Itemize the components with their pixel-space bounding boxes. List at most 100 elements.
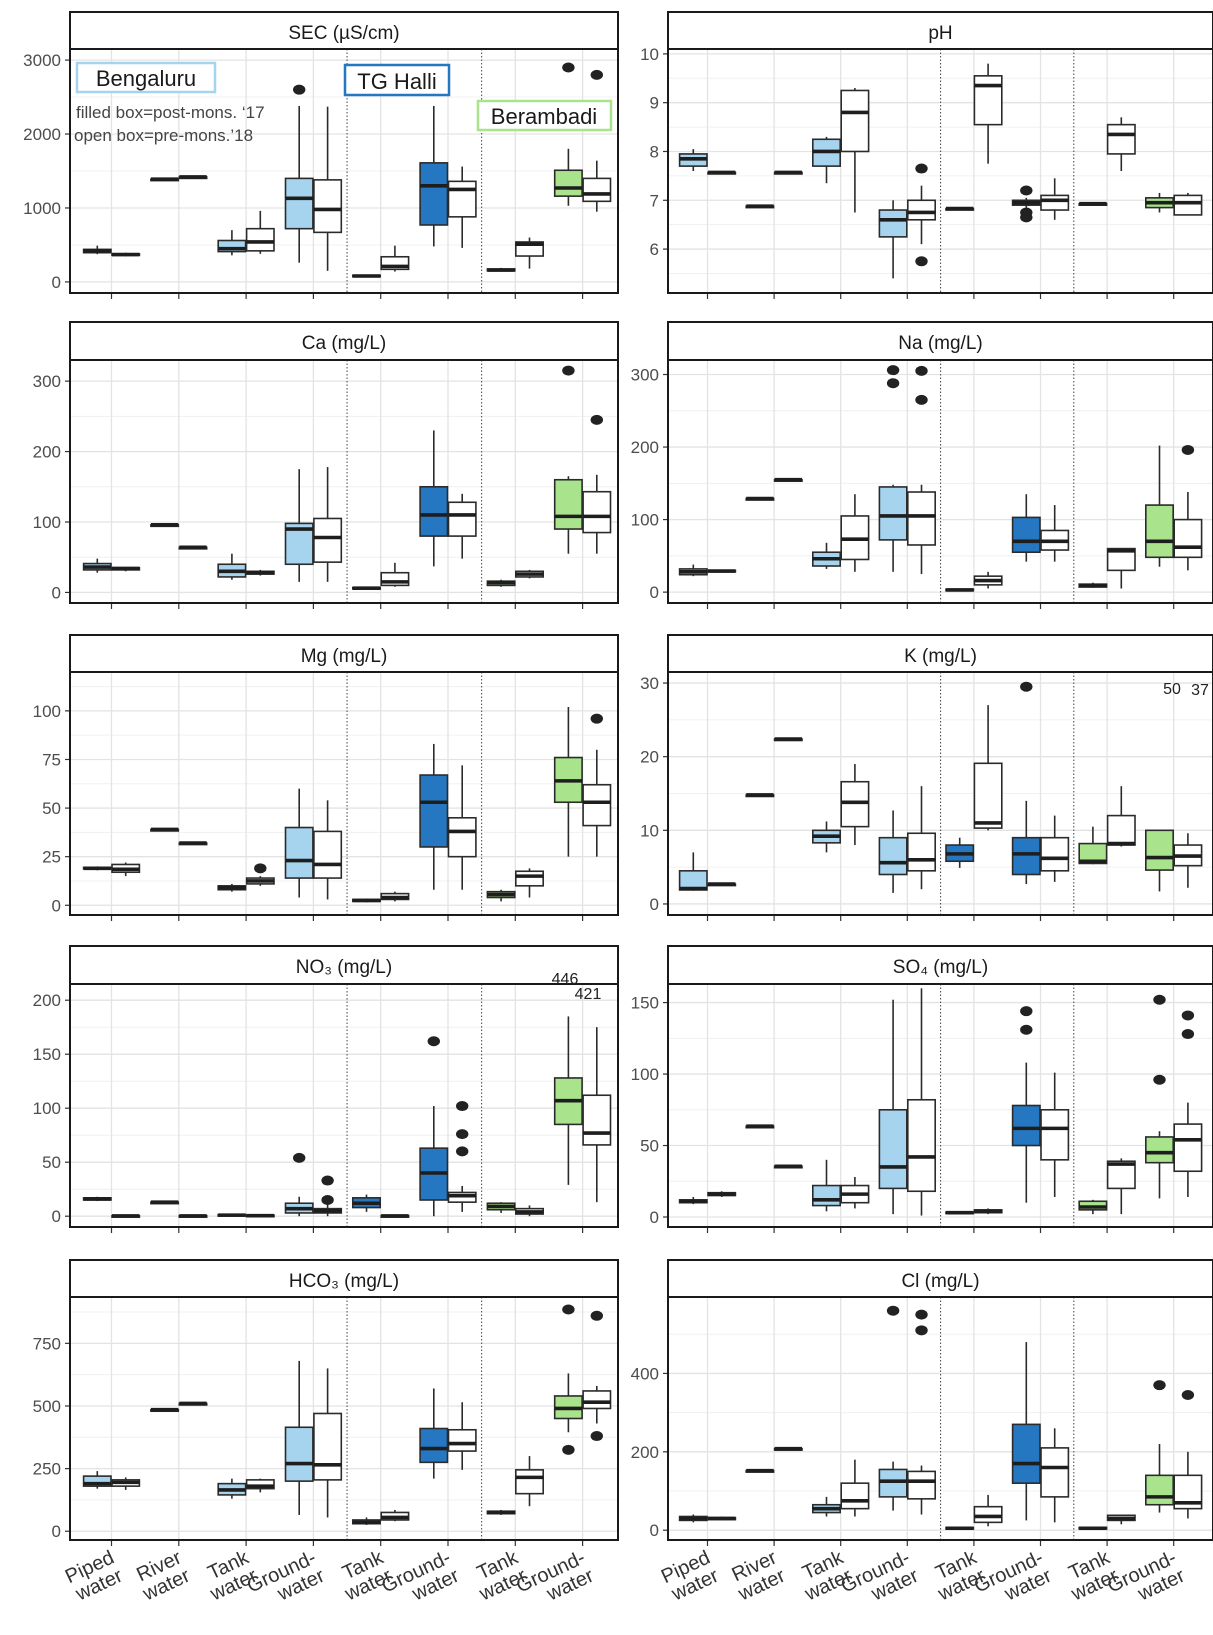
y-tick-label: 2000	[23, 125, 61, 144]
box	[840, 1482, 870, 1510]
box	[1040, 836, 1070, 872]
box	[514, 1469, 544, 1495]
box	[840, 780, 870, 828]
box	[245, 1479, 275, 1490]
y-tick-label: 250	[33, 1460, 61, 1479]
y-tick-label: 150	[33, 1045, 61, 1064]
y-tick-label: 0	[650, 583, 659, 602]
outlier-annotation: 446	[552, 971, 579, 988]
box	[1145, 1136, 1175, 1164]
y-tick-label: 25	[42, 848, 61, 867]
outlier-point	[456, 1146, 469, 1157]
y-tick-label: 50	[42, 1153, 61, 1172]
plot-area	[70, 1297, 618, 1540]
strip-header	[667, 321, 1213, 361]
panel-7: 0 50 100 150 SO₄ (mg/L)	[631, 945, 1213, 1233]
box	[1106, 123, 1136, 155]
box	[878, 1468, 908, 1498]
box	[447, 501, 477, 537]
y-tick-label: 200	[631, 1443, 659, 1462]
x-category-label: Ground-water	[378, 1547, 463, 1606]
strip-header	[667, 1259, 1213, 1298]
outlier-point	[562, 1444, 575, 1455]
y-tick-label: 0	[52, 1207, 61, 1226]
strip-title: Cl (mg/L)	[901, 1271, 979, 1292]
outlier-point	[590, 1431, 603, 1442]
plot-area	[70, 360, 618, 603]
y-tick-label: 0	[650, 1521, 659, 1540]
outlier-point	[915, 163, 928, 174]
box	[419, 1427, 449, 1464]
x-category-label: Ground-water	[971, 1547, 1056, 1606]
panel-0: 0 1000 2000 3000 SEC (µS/cm)	[23, 11, 619, 299]
box	[313, 830, 343, 879]
y-tick-label: 0	[52, 273, 61, 292]
y-tick-label: 100	[33, 1099, 61, 1118]
y-tick-label: 200	[33, 991, 61, 1010]
outlier-point	[915, 256, 928, 267]
panel-1: 6 7 8 9 10 pH	[640, 11, 1213, 299]
strip-header	[667, 11, 1213, 50]
outlier-point	[456, 1101, 469, 1112]
strip-header	[69, 11, 619, 50]
box	[419, 774, 449, 848]
box	[1145, 829, 1175, 871]
strip-title: HCO₃ (mg/L)	[289, 1271, 399, 1292]
box	[906, 1098, 936, 1193]
box	[217, 239, 247, 253]
box	[906, 1470, 936, 1500]
x-category-label: Ground-water	[1104, 1547, 1189, 1606]
outlier-point	[456, 1129, 469, 1140]
box	[313, 1412, 343, 1481]
outlier-point	[915, 365, 928, 376]
outlier-point	[915, 1309, 928, 1320]
strip-header	[667, 634, 1213, 673]
box	[582, 1390, 612, 1410]
panel-4: 0 25 50 75 100 Mg (mg/L)	[33, 634, 619, 921]
box	[553, 169, 583, 197]
box	[553, 478, 583, 530]
box	[878, 1108, 908, 1190]
box	[1145, 1474, 1175, 1506]
strip-title: NO₃ (mg/L)	[296, 957, 392, 978]
box	[1011, 1423, 1041, 1484]
legend-box-tg-halli	[343, 63, 451, 97]
y-tick-label: 8	[650, 142, 659, 161]
y-tick-label: 10	[640, 821, 659, 840]
outlier-point	[293, 1152, 306, 1163]
strip-title: SEC (µS/cm)	[288, 23, 399, 44]
box	[514, 870, 544, 887]
strip-title: Mg (mg/L)	[301, 646, 388, 667]
box	[1011, 1104, 1041, 1147]
box	[313, 179, 343, 234]
outlier-point	[590, 69, 603, 80]
box	[313, 517, 343, 563]
outlier-point	[321, 1175, 334, 1186]
y-tick-label: 150	[631, 994, 659, 1013]
panel-3: 0 100 200 300 Na (mg/L)	[631, 321, 1213, 609]
outlier-point	[915, 394, 928, 405]
outlier-point	[1181, 1029, 1195, 1040]
legend-label-bengaluru: Bengaluru	[96, 66, 196, 91]
strip-title: Na (mg/L)	[898, 333, 982, 354]
box	[245, 227, 275, 252]
outlier-point	[1153, 1074, 1166, 1085]
outlier-point	[1020, 1024, 1033, 1035]
box	[1106, 547, 1136, 572]
strip-header	[69, 634, 619, 673]
strip-header	[69, 945, 619, 985]
y-tick-label: 100	[33, 702, 61, 721]
strip-header	[69, 321, 619, 361]
outlier-annotation: 37	[1191, 682, 1209, 699]
y-tick-label: 7	[650, 191, 659, 210]
x-category-label: Ground-water	[513, 1547, 598, 1606]
site-legend: Bengaluru TG Halli Berambadi filled box=…	[74, 61, 613, 145]
y-tick-label: 50	[42, 799, 61, 818]
box	[1078, 842, 1108, 865]
outlier-point	[254, 863, 267, 874]
outlier-point	[1020, 681, 1033, 692]
outlier-point	[590, 713, 603, 724]
